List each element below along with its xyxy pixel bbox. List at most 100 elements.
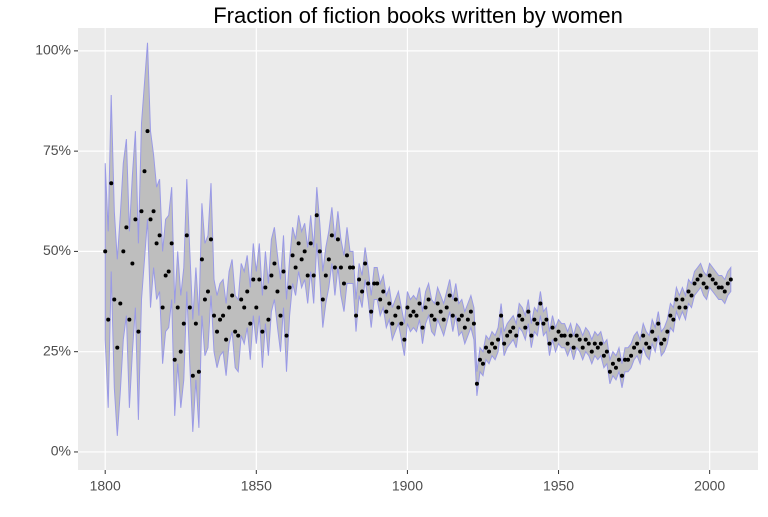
point (426, 297, 431, 302)
point (169, 241, 174, 246)
point (477, 357, 482, 362)
point (586, 341, 591, 346)
point (351, 265, 356, 270)
point (414, 313, 419, 318)
point (435, 301, 440, 306)
point (592, 341, 597, 346)
point (420, 325, 425, 330)
point (716, 285, 721, 290)
point (695, 277, 700, 282)
y-tick-label: 50% (43, 242, 71, 258)
point (326, 257, 331, 262)
point (456, 317, 461, 322)
point (387, 301, 392, 306)
point (538, 301, 543, 306)
point (260, 329, 265, 334)
point (239, 297, 244, 302)
point (266, 317, 271, 322)
point (502, 341, 507, 346)
y-tick-label: 25% (43, 342, 71, 358)
point (541, 321, 546, 326)
x-tick-label: 1850 (241, 478, 272, 494)
point (254, 305, 259, 310)
point (106, 317, 111, 322)
point (686, 289, 691, 294)
point (332, 265, 337, 270)
point (133, 217, 138, 222)
point (553, 337, 558, 342)
point (547, 341, 552, 346)
point (626, 357, 631, 362)
point (728, 277, 733, 282)
point (257, 277, 262, 282)
point (127, 317, 132, 322)
point (302, 249, 307, 254)
point (399, 321, 404, 326)
point (692, 281, 697, 286)
point (378, 297, 383, 302)
point (508, 329, 513, 334)
point (601, 353, 606, 358)
point (360, 289, 365, 294)
point (323, 273, 328, 278)
point (118, 301, 123, 306)
point (698, 273, 703, 278)
point (629, 353, 634, 358)
point (308, 241, 313, 246)
panel (78, 28, 758, 470)
point (423, 305, 428, 310)
point (109, 181, 114, 186)
point (499, 313, 504, 318)
point (139, 209, 144, 214)
point (577, 337, 582, 342)
point (230, 293, 235, 298)
point (468, 309, 473, 314)
point (269, 273, 274, 278)
point (281, 269, 286, 274)
point (215, 329, 220, 334)
point (393, 313, 398, 318)
point (236, 333, 241, 338)
point (251, 277, 256, 282)
point (650, 329, 655, 334)
point (496, 337, 501, 342)
point (411, 309, 416, 314)
point (623, 357, 628, 362)
point (317, 249, 322, 254)
point (212, 313, 216, 318)
chart-title: Fraction of fiction books written by wom… (213, 3, 623, 28)
point (112, 297, 117, 302)
point (178, 349, 183, 354)
point (644, 341, 649, 346)
point (571, 345, 576, 350)
point (453, 297, 458, 302)
point (227, 305, 232, 310)
point (616, 357, 621, 362)
x-tick-label: 2000 (694, 478, 725, 494)
point (604, 349, 609, 354)
point (487, 349, 492, 354)
point (172, 357, 177, 362)
point (293, 265, 298, 270)
point (136, 329, 141, 334)
point (202, 297, 207, 302)
point (184, 233, 189, 238)
point (620, 373, 624, 378)
point (493, 345, 498, 350)
point (248, 321, 253, 326)
point (396, 305, 401, 310)
point (344, 253, 349, 258)
point (595, 345, 600, 350)
point (713, 281, 718, 286)
point (372, 281, 377, 286)
point (341, 281, 346, 286)
x-tick-label: 1950 (543, 478, 574, 494)
point (233, 329, 238, 334)
point (632, 345, 637, 350)
point (218, 317, 223, 322)
point (408, 313, 413, 318)
point (366, 281, 371, 286)
point (103, 249, 108, 254)
point (441, 317, 446, 322)
point (320, 297, 325, 302)
